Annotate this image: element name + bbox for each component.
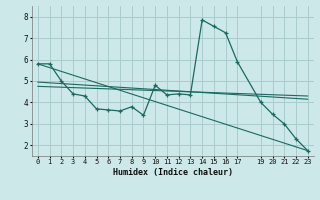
X-axis label: Humidex (Indice chaleur): Humidex (Indice chaleur) — [113, 168, 233, 177]
